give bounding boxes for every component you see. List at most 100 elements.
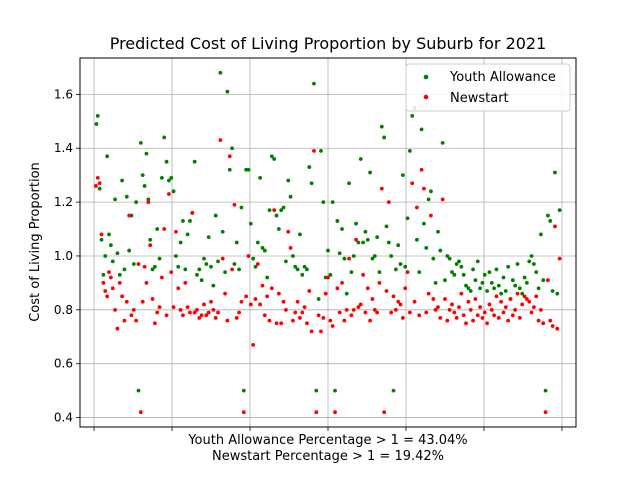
data-point — [457, 305, 461, 310]
data-point — [136, 262, 141, 266]
data-point — [347, 181, 351, 186]
data-point — [140, 299, 145, 304]
data-point — [517, 316, 522, 320]
data-point — [464, 283, 468, 288]
data-point — [291, 254, 295, 258]
data-point — [185, 232, 190, 237]
y-axis: 0.4 0.6 0.8 1.0 1.2 1.4 1.6 — [54, 87, 563, 431]
data-point — [412, 299, 417, 304]
data-point — [218, 138, 223, 143]
data-point — [372, 254, 377, 258]
data-point — [489, 281, 494, 285]
data-point — [195, 307, 199, 312]
data-point — [375, 235, 380, 240]
data-point — [480, 281, 485, 285]
data-point — [433, 281, 438, 285]
data-point — [124, 299, 129, 304]
data-point — [384, 289, 389, 293]
y-tick-label: 1.2 — [54, 195, 73, 209]
data-point — [176, 264, 181, 269]
data-point — [213, 316, 218, 320]
data-point — [499, 299, 504, 304]
data-point — [382, 135, 387, 140]
data-point — [97, 186, 102, 191]
data-point — [288, 194, 293, 199]
data-point — [433, 307, 438, 312]
data-point — [124, 194, 129, 199]
data-point — [492, 313, 497, 318]
data-point — [314, 410, 319, 415]
data-point — [312, 149, 316, 153]
data-point — [316, 297, 321, 301]
data-point — [171, 305, 176, 310]
data-point — [115, 326, 120, 331]
data-point — [466, 286, 471, 291]
data-point — [115, 251, 120, 256]
data-point — [358, 302, 363, 307]
data-point — [239, 205, 244, 210]
data-point — [134, 318, 139, 323]
data-point — [337, 251, 342, 256]
data-point — [529, 310, 534, 315]
data-point — [232, 262, 237, 266]
data-point — [232, 202, 237, 207]
data-point — [522, 275, 527, 280]
data-point — [227, 167, 232, 172]
data-point — [188, 310, 192, 315]
data-point — [351, 307, 356, 312]
data-point — [190, 210, 195, 215]
data-point — [321, 200, 326, 205]
data-point — [400, 173, 405, 178]
data-point — [436, 305, 440, 310]
data-point — [361, 240, 365, 245]
data-point — [138, 410, 143, 415]
data-point — [279, 321, 284, 326]
data-point — [174, 229, 178, 234]
data-point — [220, 229, 225, 234]
data-point — [534, 270, 539, 275]
data-point — [370, 256, 375, 261]
data-point — [321, 316, 326, 320]
data-points — [94, 70, 562, 415]
data-point — [501, 275, 506, 280]
data-point — [140, 173, 145, 178]
data-point — [157, 305, 162, 310]
data-point — [503, 289, 508, 293]
data-point — [391, 388, 396, 393]
data-point — [113, 197, 117, 202]
data-point — [417, 313, 422, 318]
data-point — [410, 114, 415, 118]
data-point — [230, 146, 234, 151]
data-point — [494, 267, 499, 272]
data-point — [167, 192, 171, 196]
data-point — [244, 294, 249, 299]
data-point — [358, 157, 363, 161]
data-point — [183, 281, 188, 285]
data-point — [342, 256, 347, 261]
data-point — [403, 286, 408, 291]
data-point — [335, 286, 340, 291]
data-point — [148, 243, 153, 248]
legend-label-youth-allowance: Youth Allowance — [449, 70, 556, 85]
data-point — [276, 227, 281, 231]
legend-marker-newstart — [423, 94, 429, 100]
data-point — [539, 232, 543, 237]
data-point — [204, 313, 209, 318]
data-point — [440, 197, 445, 202]
data-point — [174, 254, 178, 258]
data-point — [162, 135, 167, 140]
data-point — [520, 302, 525, 307]
data-point — [429, 189, 433, 194]
data-point — [424, 310, 429, 315]
data-point — [527, 299, 532, 304]
data-point — [307, 165, 312, 169]
data-point — [541, 278, 546, 283]
data-point — [319, 329, 323, 334]
data-point — [527, 259, 532, 264]
data-point — [328, 318, 333, 323]
data-point — [309, 329, 314, 334]
data-point — [396, 299, 401, 304]
data-point — [105, 154, 110, 159]
y-tick-label: 0.4 — [54, 411, 73, 425]
data-point — [127, 248, 132, 253]
